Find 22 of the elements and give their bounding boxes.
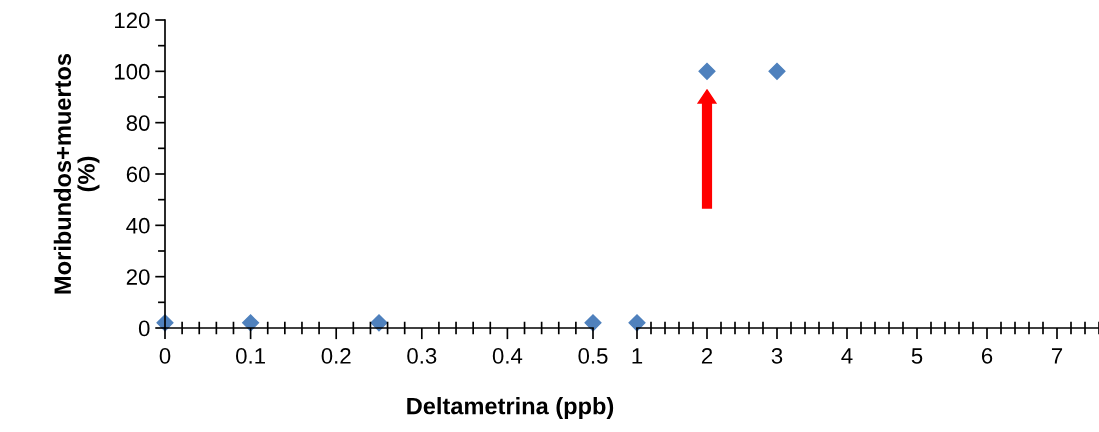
- y-tick-label: 60: [126, 166, 150, 183]
- y-tick-label: 120: [115, 12, 150, 29]
- x-tick-label: 5: [911, 348, 923, 364]
- x-tick-label: 0.1: [236, 348, 265, 364]
- x-tick-label: 0.5: [578, 348, 608, 364]
- y-tick-label: 0: [138, 320, 150, 337]
- y-axis-title: Moribundos+muertos (%): [53, 53, 100, 294]
- x-tick-label: 2: [701, 348, 713, 364]
- x-tick-label: 6: [981, 348, 993, 364]
- x-axis-title: Deltametrina (ppb): [407, 397, 614, 420]
- x-tick-label: 7: [1051, 348, 1063, 364]
- y-tick-label: 100: [115, 63, 150, 80]
- x-tick-label: 0.2: [321, 348, 351, 364]
- x-tick-label: 0.4: [492, 348, 523, 364]
- x-tick-label: 0: [159, 348, 171, 364]
- y-tick-label: 20: [126, 269, 150, 285]
- x-tick-label: 0.3: [407, 348, 437, 364]
- y-tick-label: 40: [126, 217, 150, 234]
- x-tick-label: 3: [771, 348, 783, 364]
- x-tick-label: 1: [632, 348, 643, 364]
- x-tick-label: 4: [841, 348, 853, 364]
- y-tick-label: 80: [126, 115, 150, 131]
